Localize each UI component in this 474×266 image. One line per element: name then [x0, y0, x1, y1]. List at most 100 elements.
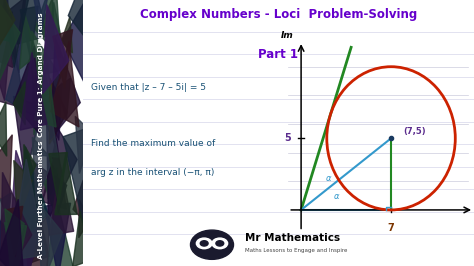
Polygon shape — [55, 176, 67, 213]
Polygon shape — [1, 223, 22, 266]
Polygon shape — [49, 78, 67, 144]
Polygon shape — [0, 102, 7, 156]
Polygon shape — [27, 198, 49, 264]
Polygon shape — [45, 83, 62, 140]
Polygon shape — [44, 203, 71, 266]
Polygon shape — [46, 110, 77, 220]
Polygon shape — [2, 0, 29, 67]
Circle shape — [191, 230, 234, 259]
Polygon shape — [0, 0, 12, 42]
Polygon shape — [44, 168, 57, 212]
Text: Core Pure 1: Argand Diagrams: Core Pure 1: Argand Diagrams — [38, 12, 45, 137]
Polygon shape — [10, 150, 37, 240]
Polygon shape — [6, 21, 37, 119]
Polygon shape — [13, 46, 39, 134]
Polygon shape — [24, 144, 36, 189]
Polygon shape — [13, 82, 25, 125]
Polygon shape — [0, 21, 24, 108]
Polygon shape — [51, 41, 79, 127]
Polygon shape — [50, 38, 80, 139]
Polygon shape — [38, 89, 50, 130]
Text: Complex Numbers - Loci  Problem-Solving: Complex Numbers - Loci Problem-Solving — [140, 8, 417, 21]
Polygon shape — [14, 96, 42, 181]
Polygon shape — [32, 137, 52, 204]
Polygon shape — [20, 52, 47, 130]
Polygon shape — [17, 0, 46, 44]
Text: (7,5): (7,5) — [403, 127, 425, 136]
Polygon shape — [5, 209, 24, 266]
Text: Maths Lessons to Engage and Inspire: Maths Lessons to Engage and Inspire — [245, 248, 347, 252]
Polygon shape — [0, 208, 21, 266]
Polygon shape — [45, 103, 57, 147]
Polygon shape — [31, 81, 58, 157]
Text: Part 1: Part 1 — [258, 48, 299, 61]
Polygon shape — [73, 211, 91, 266]
Polygon shape — [63, 0, 89, 90]
Circle shape — [216, 241, 224, 246]
Polygon shape — [19, 13, 37, 69]
Polygon shape — [43, 196, 78, 266]
Polygon shape — [0, 172, 32, 266]
Text: Mr Mathematics: Mr Mathematics — [245, 233, 340, 243]
Text: α: α — [326, 173, 331, 182]
Text: Im: Im — [281, 31, 293, 40]
Polygon shape — [63, 125, 96, 223]
Polygon shape — [0, 193, 11, 266]
Polygon shape — [5, 222, 27, 266]
Polygon shape — [53, 30, 73, 88]
Text: Given that |z – 7 – 5i| = 5: Given that |z – 7 – 5i| = 5 — [91, 83, 206, 92]
Polygon shape — [18, 147, 48, 244]
Polygon shape — [61, 16, 73, 53]
Polygon shape — [73, 180, 86, 223]
Polygon shape — [43, 2, 68, 74]
Polygon shape — [2, 0, 26, 73]
Polygon shape — [20, 147, 44, 225]
Polygon shape — [57, 78, 71, 120]
Polygon shape — [75, 116, 93, 173]
Polygon shape — [0, 12, 12, 101]
Polygon shape — [11, 230, 37, 266]
Polygon shape — [0, 218, 21, 266]
Polygon shape — [25, 155, 50, 236]
Polygon shape — [49, 152, 67, 205]
Polygon shape — [68, 0, 91, 46]
Polygon shape — [55, 153, 77, 215]
Polygon shape — [9, 212, 27, 266]
Text: Find the maximum value of: Find the maximum value of — [91, 139, 215, 148]
Polygon shape — [11, 214, 38, 266]
Polygon shape — [16, 198, 41, 266]
Polygon shape — [48, 157, 59, 199]
Polygon shape — [42, 139, 66, 209]
Polygon shape — [35, 63, 56, 127]
Polygon shape — [14, 160, 32, 221]
Polygon shape — [0, 135, 12, 221]
Circle shape — [200, 241, 208, 246]
Polygon shape — [43, 5, 69, 94]
Circle shape — [196, 238, 212, 249]
Text: 7: 7 — [388, 223, 394, 233]
Polygon shape — [32, 49, 50, 103]
Circle shape — [212, 238, 228, 249]
Polygon shape — [49, 165, 73, 235]
Polygon shape — [37, 202, 63, 266]
Polygon shape — [0, 0, 9, 40]
Polygon shape — [0, 0, 20, 87]
Polygon shape — [35, 0, 61, 58]
Polygon shape — [0, 200, 15, 266]
Polygon shape — [10, 159, 46, 260]
Text: A-Level Further Mathematics: A-Level Further Mathematics — [38, 140, 45, 259]
Polygon shape — [32, 0, 49, 36]
Polygon shape — [79, 200, 90, 238]
Text: 5: 5 — [284, 133, 292, 143]
Polygon shape — [42, 0, 55, 41]
Polygon shape — [32, 31, 61, 135]
Polygon shape — [43, 15, 59, 60]
Polygon shape — [0, 0, 15, 55]
Polygon shape — [5, 206, 23, 257]
Polygon shape — [0, 199, 24, 266]
Text: arg z in the interval (−π, π): arg z in the interval (−π, π) — [91, 168, 214, 177]
Polygon shape — [18, 213, 50, 266]
Polygon shape — [0, 1, 13, 68]
Text: α: α — [334, 192, 339, 201]
Polygon shape — [20, 6, 38, 58]
